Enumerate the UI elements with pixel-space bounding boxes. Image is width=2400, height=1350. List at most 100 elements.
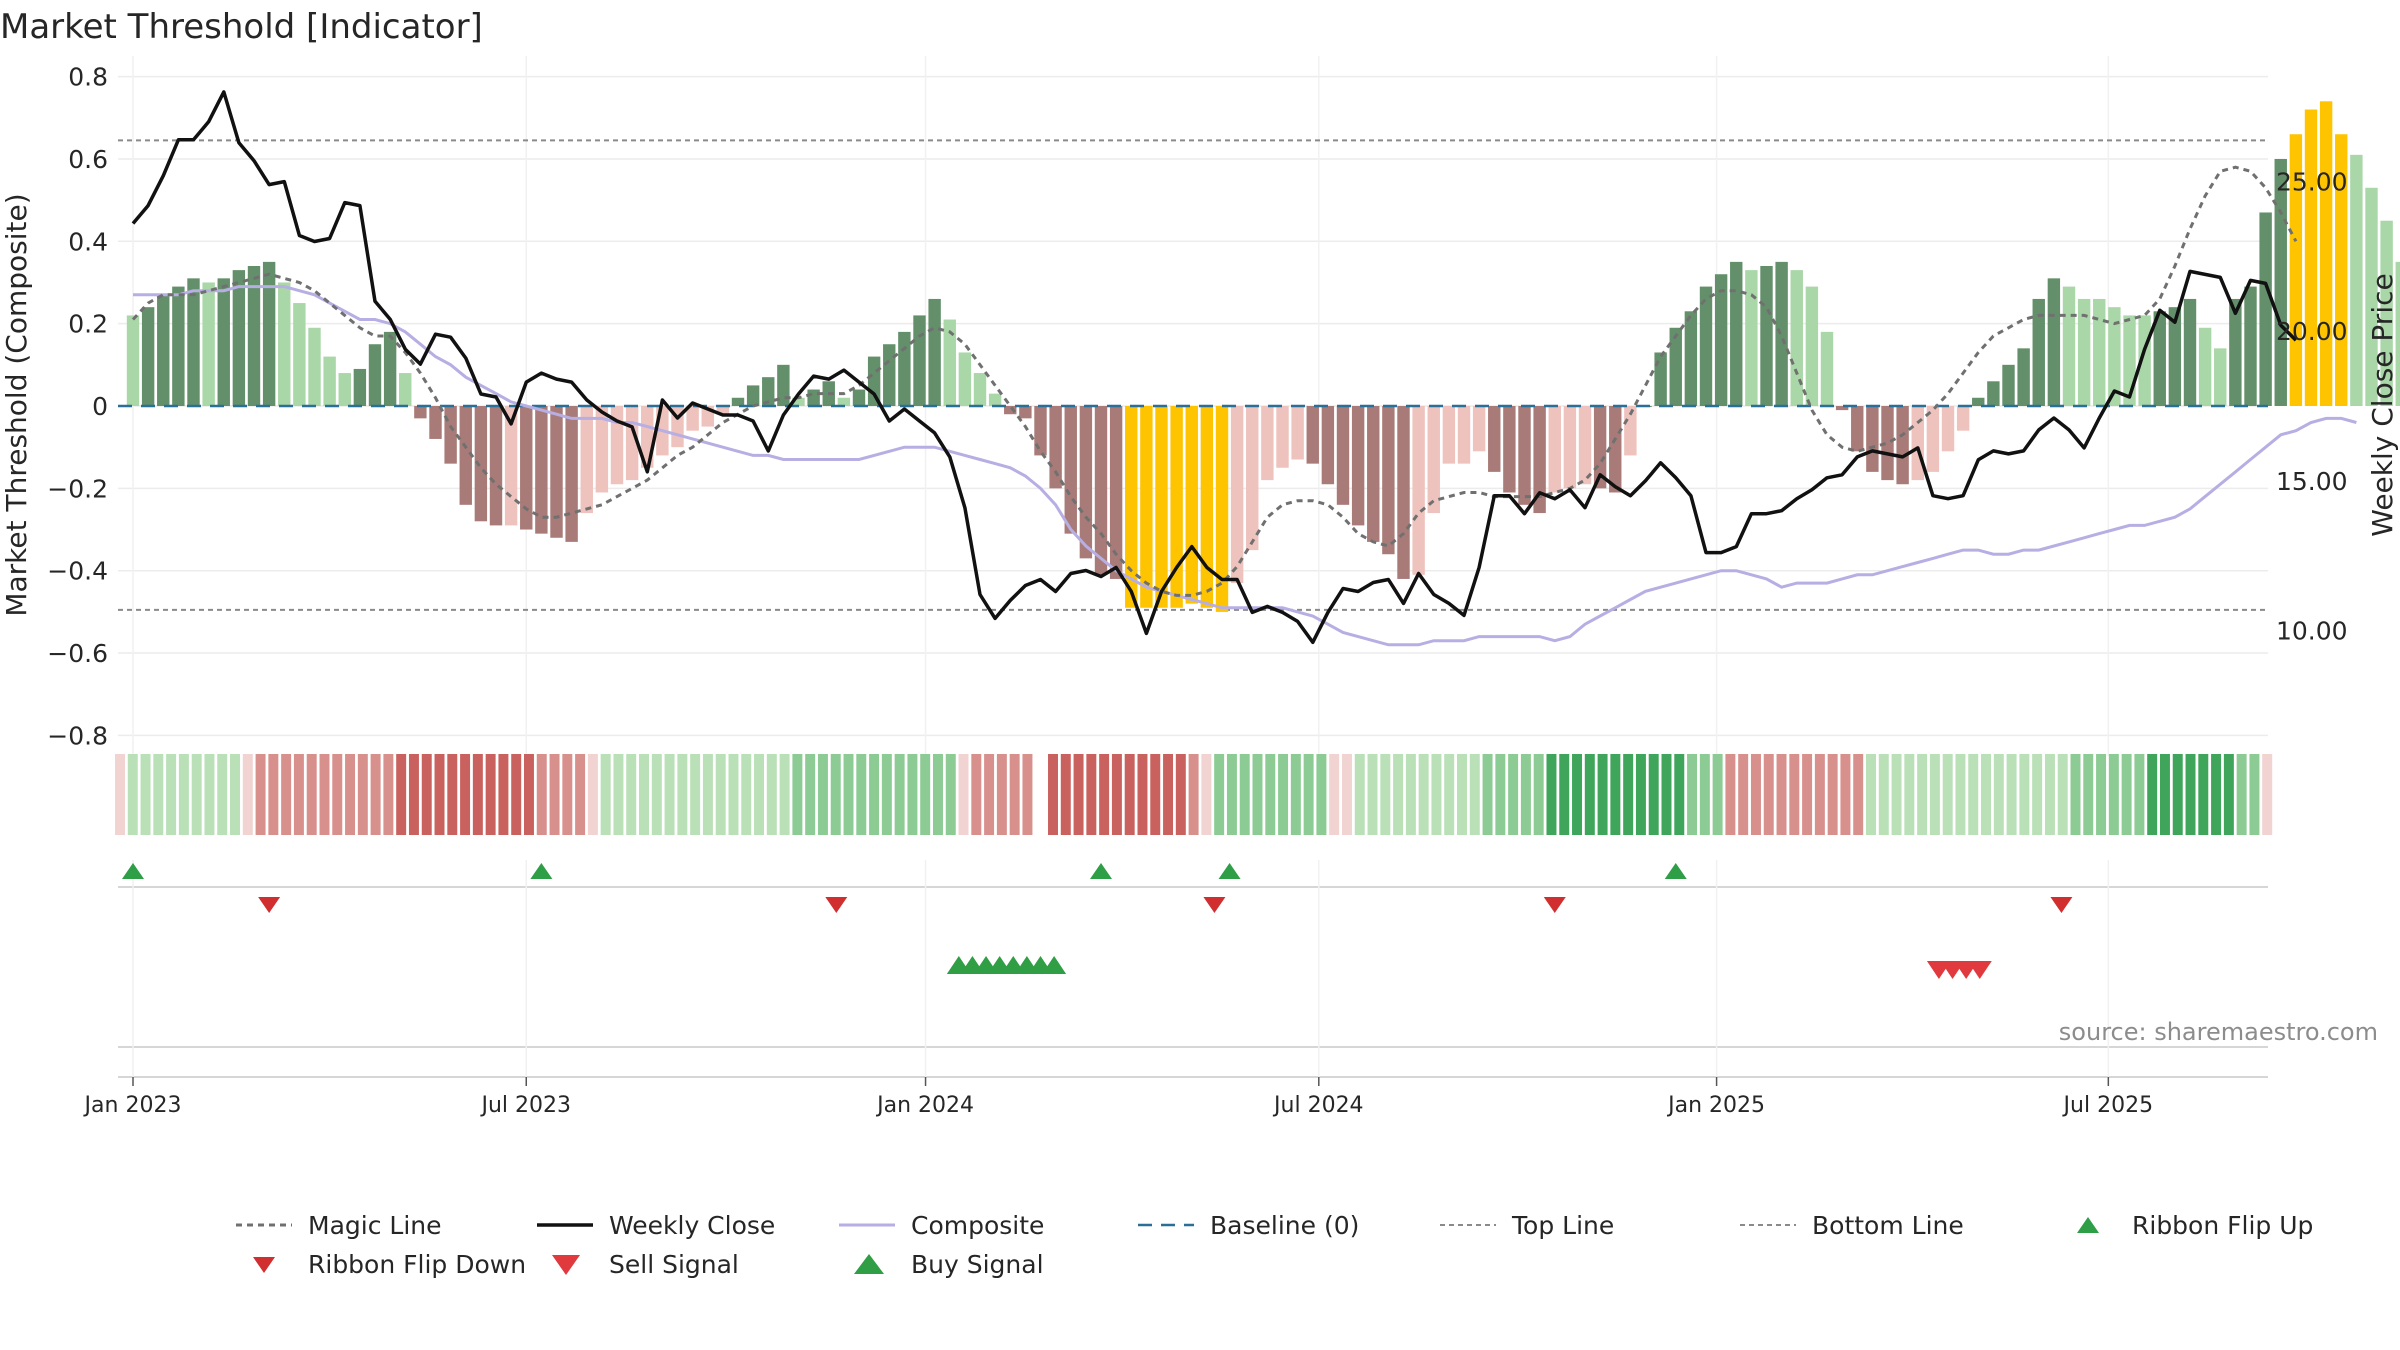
ribbon-segment <box>1572 754 1583 835</box>
composite-bar <box>2183 298 2197 406</box>
composite-bar <box>1609 406 1622 493</box>
composite-bar <box>1049 406 1062 489</box>
ribbon-segment <box>1495 754 1506 835</box>
ribbon-segment <box>984 754 995 835</box>
ribbon-segment <box>1687 754 1698 835</box>
ribbon-flip-up-marker <box>530 863 553 879</box>
ribbon-segment <box>2096 754 2107 835</box>
composite-bar <box>1488 406 1501 472</box>
ribbon-segment <box>1942 754 1953 835</box>
legend-label: Ribbon Flip Up <box>2132 1211 2313 1240</box>
ribbon-segment <box>651 754 662 835</box>
legend-swatch <box>253 1257 275 1273</box>
ribbon-segment <box>1329 754 1340 835</box>
composite-bar <box>1896 406 1909 485</box>
ribbon-segment <box>2159 754 2170 835</box>
composite-bar <box>731 397 745 406</box>
ribbon-segment <box>830 754 841 835</box>
composite-bar <box>247 266 261 406</box>
y-left-tick-label: −0.4 <box>47 557 108 586</box>
ribbon-segment <box>1559 754 1570 835</box>
composite-bar <box>2077 298 2091 406</box>
ribbon-segment <box>894 754 905 835</box>
composite-bar <box>1624 406 1637 456</box>
ribbon-segment <box>1840 754 1851 835</box>
composite-bar <box>2214 348 2227 406</box>
ribbon-segment <box>779 754 790 835</box>
ribbon-segment <box>434 754 445 835</box>
ribbon-segment <box>587 754 598 835</box>
composite-line <box>133 285 2357 647</box>
composite-bar <box>1034 406 1047 456</box>
ribbon-flip-down-marker <box>258 897 281 913</box>
ribbon-segment <box>332 754 343 835</box>
ribbon-segment <box>523 754 534 835</box>
ribbon-segment <box>1316 754 1327 835</box>
ribbon-segment <box>153 754 164 835</box>
legend-item-close: Weekly Close <box>537 1211 775 1240</box>
composite-bar <box>1820 331 1834 406</box>
legend-item-buy: Buy Signal <box>854 1250 1044 1279</box>
ribbon-segment <box>1009 754 1020 835</box>
composite-bar <box>1745 270 1758 406</box>
composite-bar <box>232 270 246 406</box>
ribbon-segment <box>1738 754 1749 835</box>
ribbon-segment <box>1674 754 1685 835</box>
y-left-tick-label: 0 <box>92 392 108 421</box>
legend-label: Buy Signal <box>911 1250 1044 1279</box>
ribbon-flip-up-marker <box>1090 863 1112 879</box>
composite-bar <box>2304 109 2318 406</box>
y-left-tick-label: 0.8 <box>68 63 108 92</box>
ribbon-segment <box>1163 754 1174 835</box>
ribbon-segment <box>843 754 854 835</box>
composite-bar <box>383 331 397 406</box>
ribbon-segment <box>1418 754 1429 835</box>
ribbon-segment <box>1367 754 1378 835</box>
ribbon-segment <box>2198 754 2209 835</box>
composite-bar <box>2244 286 2257 406</box>
ribbon-segment <box>1623 754 1634 835</box>
y-right-tick-label: 10.00 <box>2276 616 2348 645</box>
ribbon-segment <box>293 754 304 835</box>
composite-bar <box>1654 352 1667 406</box>
composite-bar <box>414 406 427 419</box>
composite-bar <box>837 397 851 406</box>
ribbon-segment <box>166 754 177 835</box>
ribbon-segment <box>472 754 483 835</box>
composite-bar <box>1926 406 1940 472</box>
ribbon-segment <box>869 754 880 835</box>
composite-bar <box>308 327 321 406</box>
ribbon-segment <box>1661 754 1672 835</box>
composite-bar <box>444 406 457 464</box>
ribbon-segment <box>805 754 816 835</box>
ribbon-segment <box>2134 754 2145 835</box>
ribbon-segment <box>1405 754 1416 835</box>
ribbon-segment <box>996 754 1007 835</box>
ribbon-segment <box>971 754 982 835</box>
ribbon-segment <box>140 754 151 835</box>
composite-bar <box>293 303 306 406</box>
ribbon-segment <box>255 754 266 835</box>
composite-bar <box>535 406 548 534</box>
ribbon-segment <box>1354 754 1365 835</box>
composite-bar <box>2047 278 2061 406</box>
ribbon-segment <box>2185 754 2196 835</box>
ribbon-segment <box>268 754 279 835</box>
legend-swatch <box>854 1254 884 1274</box>
composite-bar <box>746 385 760 406</box>
ribbon-flip-up-marker <box>1218 863 1241 879</box>
ribbon-segment <box>1239 754 1250 835</box>
ribbon-segment <box>1520 754 1531 835</box>
axis-ticks: 0.8 0.6 0.4 0.2 0 −0.2 −0.4 −0.6 −0.8 25.00 20.00 1… <box>47 63 2347 751</box>
ribbon-segment <box>2057 754 2068 835</box>
composite-bar <box>1397 406 1410 579</box>
legend-label: Bottom Line <box>1812 1211 1964 1240</box>
composite-bars <box>126 101 2400 612</box>
ribbon-segment <box>2236 754 2247 835</box>
ribbon-segment <box>1252 754 1263 835</box>
ribbon-segment <box>1201 754 1212 835</box>
y-left-tick-label: −0.8 <box>47 721 108 750</box>
ribbon-segment <box>1853 754 1864 835</box>
ribbon-segment <box>319 754 330 835</box>
composite-bar <box>1805 286 1819 406</box>
